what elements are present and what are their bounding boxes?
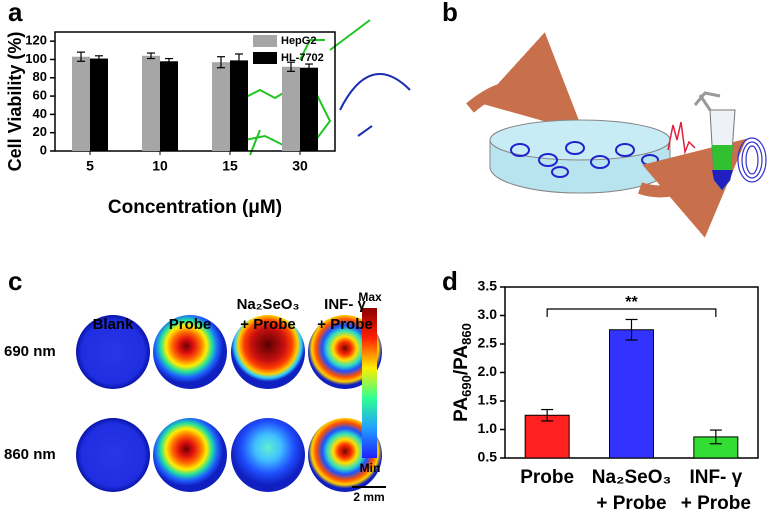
legend-label: HepG2 [281,35,316,47]
y-tick-label: 3.0 [478,306,498,322]
legend-label: HL-7702 [281,52,324,64]
error-bar [709,429,722,445]
bar [90,58,108,151]
error-bar [77,51,85,62]
bar [300,67,318,151]
column-label: Probe [169,316,212,333]
y-tick-label: 2.0 [478,363,498,379]
y-axis-label-part: 860 [459,323,474,345]
column-label: Na₂SeO₃ [237,296,300,313]
y-tick-label: 0.5 [478,449,498,465]
x-tick-label: 5 [86,158,94,174]
bar [142,55,160,151]
error-bar [217,56,225,69]
y-tick-label: 60 [33,88,47,103]
plot-frame [54,31,336,152]
bar [524,414,570,459]
colorbar-min: Min [360,461,381,475]
y-tick-label: 120 [25,33,47,48]
x-tick-label: Na₂SeO₃ [592,467,672,488]
error-bar [165,57,173,65]
row-label: 860 nm [4,446,56,463]
y-axis-label: PA690/PA860 [451,323,474,422]
y-tick-label: 1.5 [478,392,498,408]
bar [212,62,230,152]
y-tick-label: 3.5 [478,278,498,294]
x-tick-label: Probe [520,467,574,488]
x-axis-label: Concentration (μM) [108,197,282,218]
x-tick-label: + Probe [596,493,666,514]
panel-label: c [8,266,22,296]
y-tick-label: 2.5 [478,335,498,351]
x-tick-label: + Probe [681,493,751,514]
column-label: Blank [93,316,135,333]
y-axis-label: Cell Viability (%) [5,32,25,172]
error-bar [147,52,155,60]
column-label: + Probe [240,316,295,333]
column-label: + Probe [317,316,372,333]
bar [282,66,300,151]
x-tick-label: INF- γ [689,467,742,488]
panel-label: a [8,0,23,27]
panel-label: b [442,0,458,27]
error-bar [541,408,554,422]
bar [609,329,654,459]
column-label: INF- γ [324,296,366,313]
error-bar [625,318,638,341]
error-bar [95,55,103,62]
colorbar-max: Max [358,290,382,304]
bar [72,56,90,151]
x-tick-label: 30 [292,158,308,174]
panel-label: d [442,266,458,296]
bar [160,61,178,151]
annotation: ** [625,294,638,311]
pa-images [76,308,386,492]
bar [230,60,248,151]
y-tick-label: 100 [25,51,47,66]
x-tick-label: 15 [222,158,238,174]
y-axis-label-part: PA [451,397,472,422]
significance-bracket [546,308,717,317]
x-tick-label: 10 [152,158,168,174]
y-axis-label-part: /PA [451,345,472,376]
illustration [239,19,767,238]
y-tick-label: 20 [33,124,47,139]
error-bar [235,53,243,68]
scale-bar-label: 2 mm [353,490,384,504]
y-tick-label: 0 [40,142,47,157]
legend-swatch [253,35,277,47]
y-tick-label: 40 [33,106,47,121]
y-tick-label: 1.0 [478,420,498,436]
error-bar [287,61,295,72]
row-label: 690 nm [4,343,56,360]
y-axis-label-part: 690 [459,375,474,397]
legend-swatch [253,52,277,64]
error-bar [305,63,313,72]
y-tick-label: 80 [33,69,47,84]
